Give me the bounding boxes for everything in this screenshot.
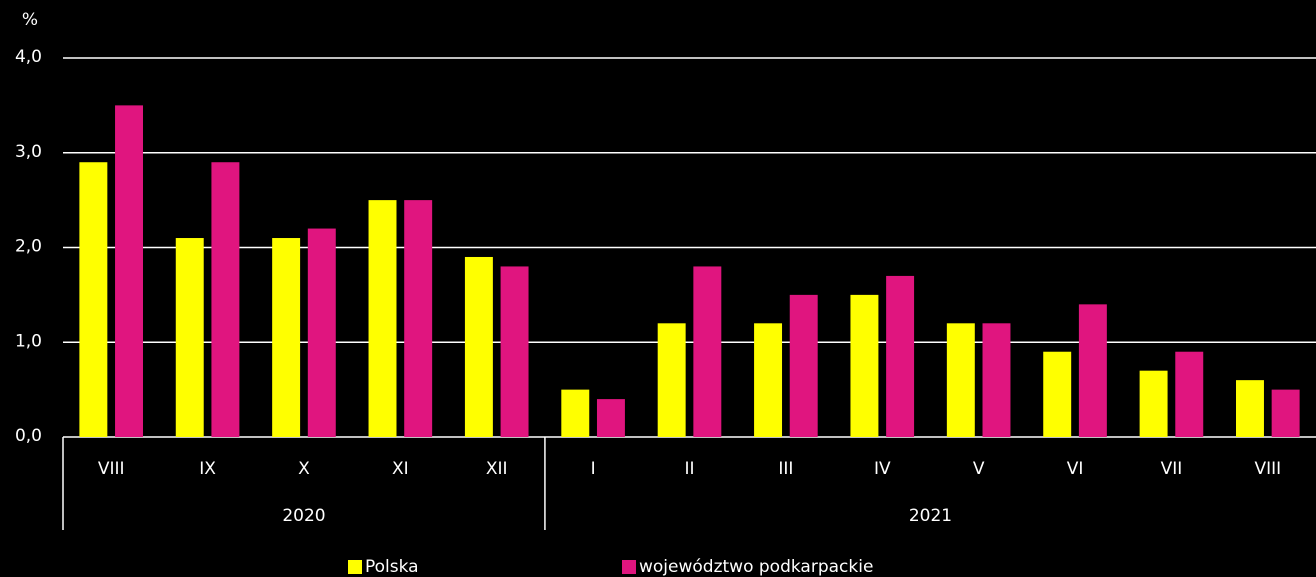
y-tick-label: 0,0 (15, 426, 42, 446)
bar (693, 266, 722, 437)
x-tick-label: IX (199, 459, 216, 479)
bar (1175, 351, 1204, 437)
bar (850, 294, 879, 437)
legend-label: województwo podkarpackie (639, 557, 873, 577)
x-tick-label: I (591, 459, 596, 479)
bar (368, 200, 397, 437)
y-tick-label: 1,0 (15, 331, 42, 351)
bar (211, 162, 240, 437)
bar (657, 323, 686, 437)
bar (886, 275, 915, 437)
y-tick-label: 3,0 (15, 142, 42, 162)
x-tick-label: VI (1067, 459, 1084, 479)
bar (1078, 304, 1107, 437)
bar (1271, 389, 1300, 437)
bar (1236, 380, 1264, 437)
bar (272, 238, 301, 437)
bar (1139, 370, 1168, 437)
bar (175, 238, 204, 437)
bar (982, 323, 1011, 437)
x-tick-label: XII (486, 459, 508, 479)
x-tick-label: V (973, 459, 985, 479)
group-label: 2021 (909, 506, 952, 526)
y-tick-label: 2,0 (15, 237, 42, 257)
bar (789, 294, 818, 437)
legend-swatch (622, 560, 636, 574)
bar (754, 323, 783, 437)
bar (946, 323, 975, 437)
x-tick-label: IV (874, 459, 891, 479)
bar (1043, 351, 1072, 437)
x-tick-label: XI (392, 459, 409, 479)
x-tick-label: VII (1161, 459, 1183, 479)
x-tick-label: VIII (1254, 459, 1281, 479)
bar (596, 399, 625, 437)
legend-swatch (348, 560, 362, 574)
bar (500, 266, 529, 437)
x-tick-label: III (778, 459, 793, 479)
y-tick-label: 4,0 (15, 47, 42, 67)
legend-label: Polska (365, 557, 419, 577)
bar (404, 200, 433, 437)
bar (561, 389, 590, 437)
x-tick-label: VIII (98, 459, 125, 479)
group-label: 2020 (282, 506, 325, 526)
bar (464, 256, 493, 437)
y-axis-label: % (22, 10, 38, 30)
x-tick-label: II (684, 459, 694, 479)
bar (115, 105, 143, 437)
x-tick-label: X (298, 459, 310, 479)
bar (79, 162, 108, 437)
bar (307, 228, 336, 437)
